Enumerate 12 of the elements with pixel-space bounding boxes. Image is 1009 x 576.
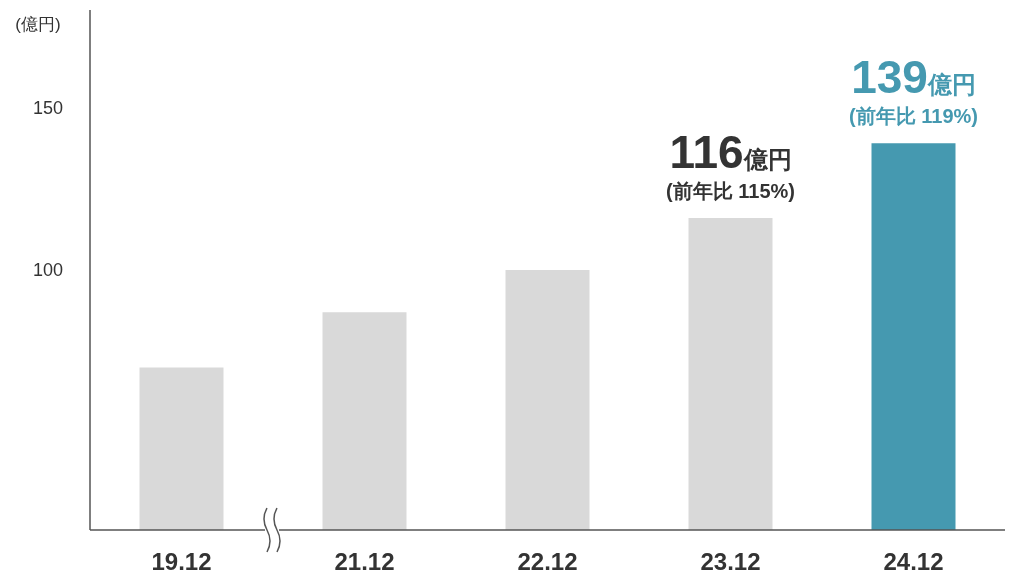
x-tick-label: 22.12 [517,548,578,575]
x-tick-label: 24.12 [883,548,944,575]
x-tick-label: 19.12 [151,548,212,575]
y-tick-label: 100 [32,260,64,280]
x-tick-label: 23.12 [700,548,761,575]
y-axis-title: (億円) [15,15,61,34]
data-label: 139億円 [851,51,976,104]
y-tick-label: 150 [32,97,64,118]
annotation: (前年比 115%) [666,180,795,202]
x-tick-label: 21.12 [334,548,395,575]
annotation: (前年比 119%) [849,105,978,128]
data-label: 116億円 [669,126,792,178]
